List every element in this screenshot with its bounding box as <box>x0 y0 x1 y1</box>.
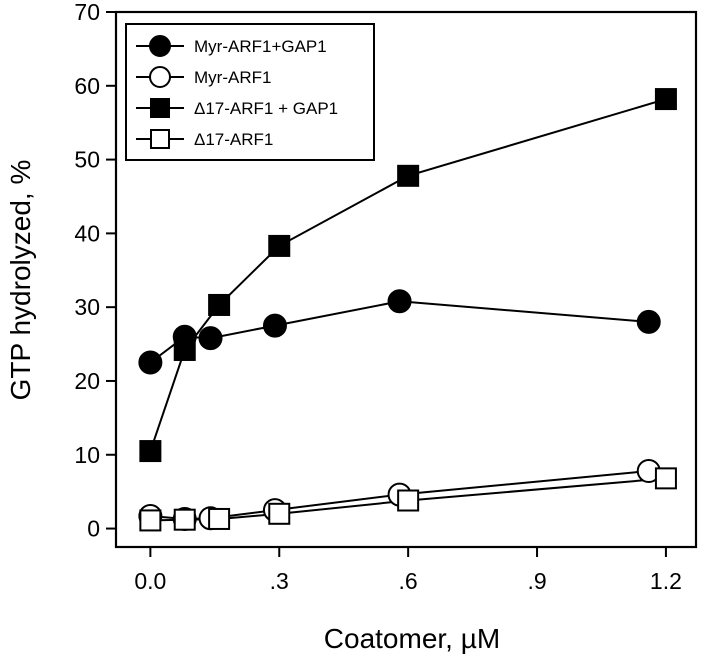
legend-label: Myr-ARF1 <box>194 68 271 87</box>
legend-item: Δ17-ARF1 + GAP1 <box>136 98 338 118</box>
y-tick-label: 70 <box>74 0 100 25</box>
data-point-series-2 <box>139 440 162 463</box>
legend-marker <box>150 129 170 149</box>
y-tick-label: 30 <box>74 294 100 320</box>
data-point-series-0 <box>262 313 287 338</box>
data-point-series-0 <box>138 350 163 375</box>
legend-label: Myr-ARF1+GAP1 <box>194 37 327 56</box>
data-point-series-2 <box>208 293 231 316</box>
legend-marker <box>149 66 171 88</box>
legend-item: Myr-ARF1 <box>136 66 271 88</box>
plot-area <box>114 10 698 549</box>
legend: Myr-ARF1+GAP1 Myr-ARF1 Δ17-ARF1 + GAP1 Δ17-… <box>125 23 375 161</box>
series-line-2 <box>149 98 667 452</box>
legend-label: Δ17-ARF1 <box>194 130 273 149</box>
legend-marker <box>150 98 170 118</box>
x-tick-label: 0.0 <box>134 568 166 594</box>
data-point-series-2 <box>268 234 291 257</box>
x-tick-label: 1.2 <box>650 568 682 594</box>
series-layer <box>138 88 677 532</box>
data-point-series-3 <box>208 507 231 530</box>
y-tick-label: 60 <box>74 73 100 99</box>
y-tick-label: 50 <box>74 147 100 173</box>
x-tick-label: .3 <box>270 568 289 594</box>
data-point-series-3 <box>654 467 677 490</box>
data-point-series-0 <box>636 309 661 334</box>
data-point-series-3 <box>268 502 291 525</box>
y-axis: 0 10 20 30 40 50 60 70 <box>74 0 116 542</box>
legend-item: Myr-ARF1+GAP1 <box>136 35 327 57</box>
x-tick-label: .6 <box>399 568 418 594</box>
legend-marker <box>149 35 171 57</box>
data-point-series-2 <box>654 88 677 111</box>
x-axis: 0.0 .3 .6 .9 1.2 <box>134 547 682 594</box>
data-point-series-0 <box>387 289 412 314</box>
y-tick-label: 40 <box>74 220 100 246</box>
y-tick-label: 20 <box>74 368 100 394</box>
x-tick-label: .9 <box>527 568 546 594</box>
data-point-series-3 <box>139 509 162 532</box>
data-point-series-3 <box>397 489 420 512</box>
y-tick-label: 10 <box>74 442 100 468</box>
series-markers <box>138 88 677 532</box>
y-tick-label: 0 <box>87 516 100 542</box>
y-axis-title: GTP hydrolyzed, % <box>5 160 36 401</box>
data-point-series-0 <box>198 326 223 351</box>
plot-frame <box>114 10 698 549</box>
data-point-series-2 <box>173 338 196 361</box>
legend-item: Δ17-ARF1 <box>136 129 273 149</box>
legend-label: Δ17-ARF1 + GAP1 <box>194 99 338 118</box>
data-point-series-3 <box>173 508 196 531</box>
data-point-series-2 <box>397 164 420 187</box>
x-axis-title: Coatomer, µM <box>324 623 500 654</box>
